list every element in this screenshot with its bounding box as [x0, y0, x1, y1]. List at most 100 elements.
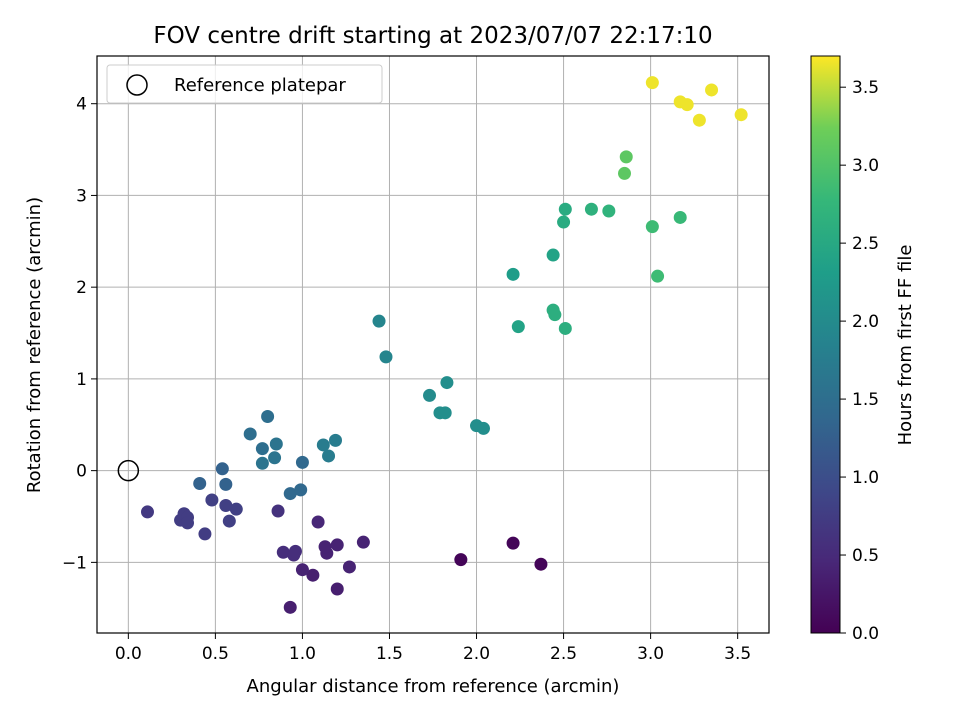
data-point — [271, 504, 285, 518]
data-points — [140, 76, 748, 614]
x-tick-label: 3.5 — [724, 644, 751, 664]
data-point — [295, 563, 309, 577]
data-point — [306, 568, 320, 582]
data-point — [506, 536, 520, 550]
x-axis-label: Angular distance from reference (arcmin) — [247, 676, 620, 697]
data-point — [705, 83, 719, 97]
data-point — [294, 483, 308, 497]
data-point — [318, 540, 332, 554]
data-point — [692, 113, 706, 127]
data-point — [651, 269, 665, 283]
data-point — [602, 204, 616, 218]
data-point — [379, 350, 393, 364]
colorbar-tick-label: 1.0 — [852, 468, 879, 488]
data-point — [215, 462, 229, 476]
data-point — [255, 442, 269, 456]
colorbar — [810, 55, 841, 634]
y-tick-label: 3 — [76, 186, 87, 206]
data-point — [645, 220, 659, 234]
y-tick-label: 1 — [76, 370, 87, 390]
data-point — [618, 166, 632, 180]
data-point — [546, 248, 560, 262]
data-point — [440, 376, 454, 390]
chart-title: FOV centre drift starting at 2023/07/07 … — [153, 23, 712, 49]
y-tick-label: 0 — [76, 462, 87, 482]
data-point — [438, 406, 452, 420]
grid-lines — [97, 56, 769, 633]
x-tick-label: 1.5 — [376, 644, 403, 664]
colorbar-ticks: 0.0 0.5 1.0 1.5 2.0 2.5 3.0 3.5 — [840, 78, 879, 644]
reference-point-marker — [117, 459, 140, 482]
x-tick-label: 0.0 — [115, 644, 142, 664]
reference-marker-group — [117, 459, 140, 482]
data-point — [229, 502, 243, 516]
data-point — [322, 449, 336, 463]
x-tick-label: 3.0 — [637, 644, 664, 664]
data-point — [205, 493, 219, 507]
data-point — [534, 557, 548, 571]
colorbar-label: Hours from first FF file — [895, 245, 916, 446]
data-point — [222, 514, 236, 528]
y-axis-ticks: −1 0 1 2 3 4 — [62, 95, 97, 573]
data-point — [558, 321, 572, 335]
data-point — [356, 535, 370, 549]
colorbar-tick-label: 0.0 — [852, 624, 879, 644]
x-tick-label: 0.5 — [202, 644, 229, 664]
data-point — [423, 388, 437, 402]
data-point — [506, 267, 520, 281]
colorbar-tick-label: 2.5 — [852, 234, 879, 254]
colorbar-tick-label: 0.5 — [852, 546, 879, 566]
y-tick-label: 4 — [76, 95, 87, 115]
y-tick-label: 2 — [76, 278, 87, 298]
data-point — [342, 560, 356, 574]
data-point — [734, 108, 748, 122]
data-point — [268, 451, 282, 465]
data-point — [198, 527, 212, 541]
legend-label: Reference platepar — [174, 75, 346, 96]
data-point — [584, 202, 598, 216]
data-point — [673, 210, 687, 224]
data-point — [243, 427, 257, 441]
x-tick-label: 1.0 — [289, 644, 316, 664]
data-point — [454, 553, 468, 567]
legend: Reference platepar — [106, 64, 383, 104]
y-tick-label: −1 — [62, 553, 87, 573]
data-point — [140, 505, 154, 519]
data-point — [558, 202, 572, 216]
data-point — [330, 538, 344, 552]
legend-box — [106, 64, 383, 104]
data-point — [645, 76, 659, 90]
y-axis-label: Rotation from reference (arcmin) — [24, 197, 45, 493]
data-point — [193, 476, 207, 490]
data-point — [372, 314, 386, 328]
colorbar-tick-label: 1.5 — [852, 390, 879, 410]
colorbar-tick-label: 3.5 — [852, 78, 879, 98]
data-point — [330, 582, 344, 596]
data-point — [511, 320, 525, 334]
data-point — [548, 308, 562, 322]
data-point — [476, 421, 490, 435]
data-point — [311, 515, 325, 529]
data-point — [276, 545, 290, 559]
data-point — [680, 98, 694, 112]
colorbar-tick-label: 3.0 — [852, 156, 879, 176]
data-point — [219, 477, 233, 491]
data-point — [269, 437, 283, 451]
data-point — [261, 410, 275, 424]
data-point — [283, 487, 297, 501]
data-point — [619, 150, 633, 164]
data-point — [283, 600, 297, 614]
plot-frame — [96, 55, 770, 634]
data-point — [329, 433, 343, 447]
x-tick-label: 2.5 — [550, 644, 577, 664]
data-point — [181, 516, 195, 530]
colorbar-tick-label: 2.0 — [852, 312, 879, 332]
data-point — [316, 438, 330, 452]
data-point — [295, 455, 309, 469]
data-point — [255, 456, 269, 470]
data-point — [219, 498, 233, 512]
data-point — [288, 544, 302, 558]
x-axis-ticks: 0.0 0.5 1.0 1.5 2.0 2.5 3.0 3.5 — [115, 633, 751, 664]
x-tick-label: 2.0 — [463, 644, 490, 664]
